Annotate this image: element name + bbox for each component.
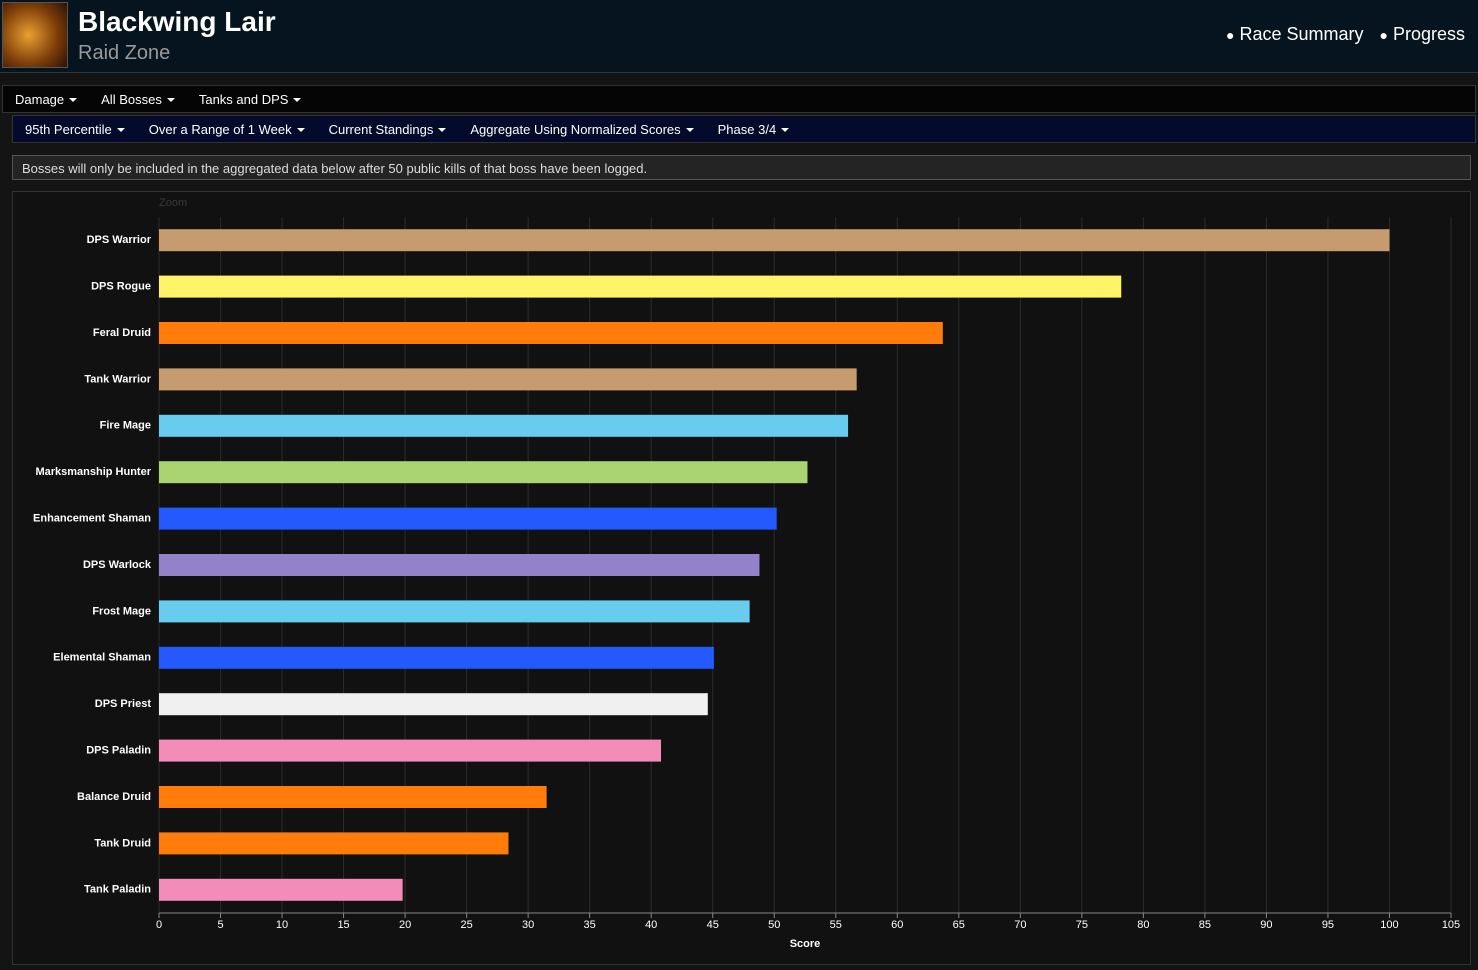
- x-tick-label: 45: [707, 919, 719, 931]
- y-tick-label: DPS Warlock: [83, 559, 152, 571]
- y-tick-label: Elemental Shaman: [53, 652, 151, 664]
- x-tick-label: 10: [276, 919, 288, 931]
- chart: Zoom Score 0 5 10 15 20 25 30 35 40 45 50 55 60 65 70 7…: [12, 191, 1471, 965]
- x-tick-label: 70: [1014, 919, 1026, 931]
- bar: [159, 878, 403, 901]
- zone-subtitle: Raid Zone: [78, 42, 171, 64]
- menu-item[interactable]: Phase 3/4: [718, 122, 790, 137]
- y-tick-label: Marksmanship Hunter: [35, 466, 151, 478]
- x-tick-label: 65: [953, 919, 965, 931]
- bar: [159, 554, 760, 576]
- menu-item[interactable]: Over a Range of 1 Week: [149, 122, 305, 137]
- x-tick-label: 5: [217, 919, 223, 931]
- y-tick-label: Tank Paladin: [84, 884, 151, 896]
- bar: [159, 322, 943, 344]
- menu-item[interactable]: Current Standings: [329, 122, 447, 137]
- y-tick-label: Fire Mage: [100, 420, 151, 432]
- x-tick-label: 35: [584, 919, 596, 931]
- zoom-label[interactable]: Zoom: [159, 197, 187, 209]
- x-tick-label: 40: [645, 919, 657, 931]
- menu-item[interactable]: All Bosses: [101, 92, 175, 107]
- race-summary-link[interactable]: Race Summary: [1226, 24, 1363, 45]
- progress-link[interactable]: Progress: [1380, 24, 1465, 45]
- x-tick-label: 105: [1442, 919, 1460, 931]
- y-tick-label: DPS Warrior: [87, 234, 152, 246]
- x-tick-label: 95: [1322, 919, 1334, 931]
- x-tick-label: 90: [1260, 919, 1272, 931]
- x-tick-label: 25: [460, 919, 472, 931]
- x-tick-label: 20: [399, 919, 411, 931]
- x-tick-label: 85: [1199, 919, 1211, 931]
- bar: [159, 229, 1390, 252]
- x-tick-label: 15: [337, 919, 349, 931]
- bar: [159, 507, 777, 530]
- header: Blackwing Lair Raid Zone Race Summary Pr…: [0, 0, 1478, 73]
- header-links: Race Summary Progress: [1226, 24, 1465, 45]
- bar: [159, 461, 808, 484]
- y-tick-label: Enhancement Shaman: [33, 513, 151, 525]
- menu-item[interactable]: Tanks and DPS: [199, 92, 302, 107]
- bar: [159, 600, 750, 623]
- bar: [159, 832, 509, 855]
- zone-title: Blackwing Lair: [78, 6, 276, 37]
- notice: Bosses will only be included in the aggr…: [12, 155, 1471, 180]
- y-tick-label: Balance Druid: [77, 791, 151, 803]
- bar: [159, 414, 849, 437]
- y-tick-label: Frost Mage: [92, 605, 151, 617]
- bar: [159, 368, 857, 391]
- x-tick-label: 75: [1076, 919, 1088, 931]
- menu-item[interactable]: 95th Percentile: [25, 122, 125, 137]
- y-tick-label: DPS Paladin: [86, 745, 151, 757]
- x-axis-label: Score: [790, 938, 821, 950]
- bar: [159, 693, 708, 716]
- x-tick-label: 60: [891, 919, 903, 931]
- y-tick-label: Feral Druid: [93, 327, 151, 339]
- y-tick-label: DPS Rogue: [91, 281, 151, 293]
- x-tick-label: 30: [522, 919, 534, 931]
- bar: [159, 275, 1122, 298]
- y-tick-label: Tank Warrior: [84, 373, 151, 385]
- x-tick-label: 80: [1137, 919, 1149, 931]
- zone-icon: [2, 2, 68, 68]
- menu-item[interactable]: Aggregate Using Normalized Scores: [470, 122, 693, 137]
- bar: [159, 786, 547, 808]
- secondary-menu: 95th Percentile Over a Range of 1 Week C…: [12, 115, 1476, 143]
- y-tick-label: Tank Druid: [94, 837, 151, 849]
- x-tick-label: 100: [1380, 919, 1398, 931]
- menu-item[interactable]: Damage: [15, 92, 77, 107]
- bar: [159, 646, 714, 669]
- primary-menu: Damage All Bosses Tanks and DPS: [2, 85, 1476, 113]
- x-tick-label: 55: [830, 919, 842, 931]
- y-tick-label: DPS Priest: [95, 698, 152, 710]
- x-tick-label: 50: [768, 919, 780, 931]
- bar: [159, 739, 662, 762]
- x-tick-label: 0: [156, 919, 162, 931]
